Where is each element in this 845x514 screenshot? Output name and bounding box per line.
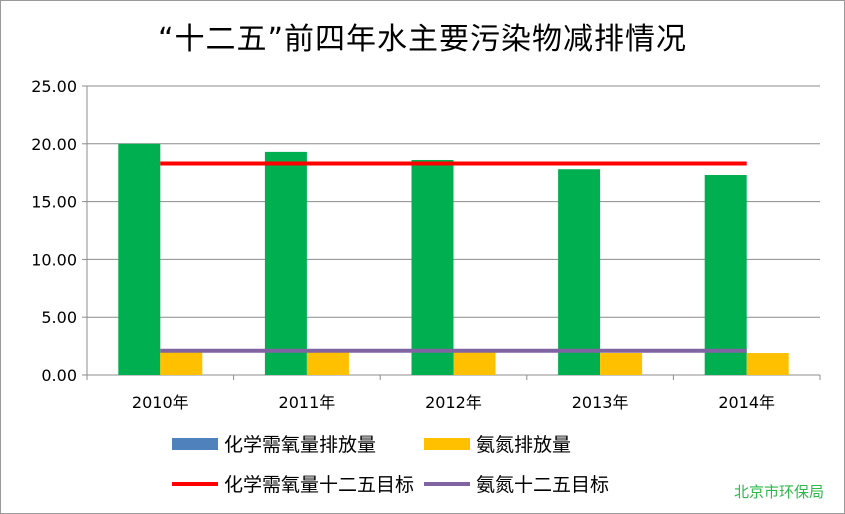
y-tick-label: 25.00 bbox=[31, 77, 77, 96]
bar-cod bbox=[558, 169, 601, 375]
tick-labels: 0.00 5.00 10.00 15.00 20.00 25.00 2010年 2011年 20… bbox=[31, 77, 775, 412]
x-tick-label: 2014年 bbox=[718, 393, 775, 412]
x-tick-label: 2011年 bbox=[279, 393, 336, 412]
y-tick-label: 15.00 bbox=[31, 193, 77, 212]
y-tick-label: 0.00 bbox=[41, 366, 77, 385]
chart-title: “十二五”前四年水主要污染物减排情况 bbox=[157, 22, 688, 57]
bar-cod bbox=[411, 159, 454, 375]
source-note: 北京市环保局 bbox=[734, 483, 825, 501]
target-lines bbox=[160, 161, 747, 353]
x-tick-label: 2010年 bbox=[132, 393, 189, 412]
y-tick-label: 10.00 bbox=[31, 250, 77, 269]
x-tick-label: 2013年 bbox=[572, 393, 629, 412]
bar-nh3 bbox=[306, 351, 349, 375]
bar-nh3 bbox=[746, 353, 789, 375]
y-tick-label: 20.00 bbox=[31, 135, 77, 154]
y-tick-label: 5.00 bbox=[41, 308, 77, 327]
x-tick-label: 2012年 bbox=[425, 393, 482, 412]
bar-nh3 bbox=[453, 351, 496, 375]
bar-cod bbox=[264, 151, 307, 375]
bar-cod bbox=[704, 175, 747, 375]
bar-nh3 bbox=[160, 351, 203, 375]
bar-nh3 bbox=[600, 353, 643, 375]
bar-cod bbox=[118, 143, 161, 375]
bars bbox=[118, 143, 789, 375]
